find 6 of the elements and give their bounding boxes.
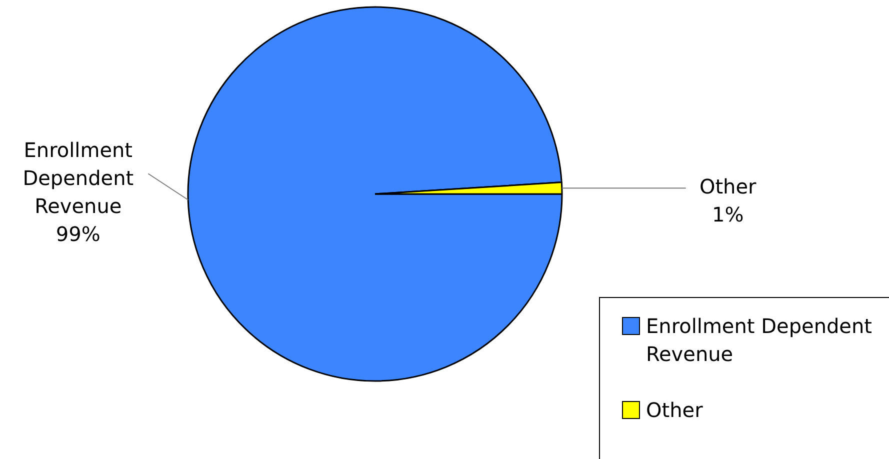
data-label: 99%	[56, 222, 100, 246]
legend-label: Other	[646, 397, 704, 424]
slice-label: Enrollment Dependent Revenue	[22, 138, 134, 218]
slice-label: Other	[699, 174, 758, 198]
data-label: 1%	[712, 202, 744, 226]
legend-label: Enrollment Dependent Revenue	[646, 313, 874, 368]
